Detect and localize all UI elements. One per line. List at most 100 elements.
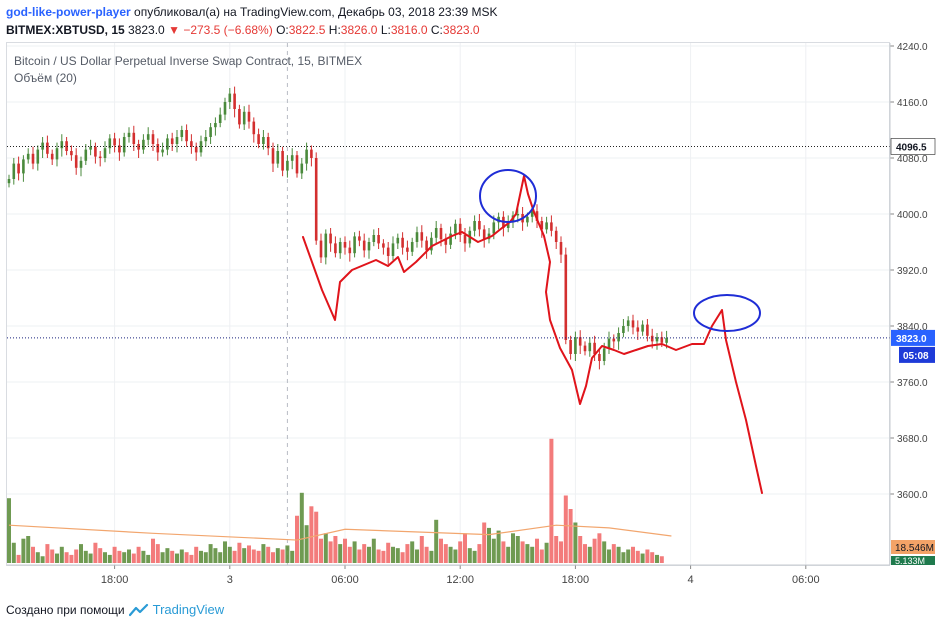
candle-body xyxy=(320,241,323,258)
candle-body xyxy=(565,255,568,340)
volume-bar xyxy=(401,552,405,563)
volume-bar xyxy=(449,547,453,563)
volume-bar xyxy=(420,536,424,563)
candle xyxy=(257,129,260,149)
candle-body xyxy=(368,242,371,250)
candle xyxy=(171,133,174,151)
volume-bar xyxy=(631,547,635,563)
volume-bar xyxy=(434,520,438,563)
candle xyxy=(99,151,102,166)
candle-body xyxy=(262,137,265,144)
candle-body xyxy=(80,161,83,168)
candle-body xyxy=(37,150,40,164)
price-chart[interactable]: 4096.53823.005:0818.546M5.133M 4240.0416… xyxy=(0,0,944,600)
volume-bar xyxy=(242,548,246,563)
candle xyxy=(310,145,313,166)
candle xyxy=(392,236,395,260)
candle-body xyxy=(27,154,30,160)
candle-body xyxy=(195,147,198,153)
volume-bar xyxy=(228,547,232,563)
candle-body xyxy=(478,221,481,229)
candle xyxy=(94,143,97,164)
candle-body xyxy=(51,154,54,160)
candle-body xyxy=(483,229,486,239)
volume-bar xyxy=(7,498,11,563)
candle xyxy=(598,350,601,370)
candle xyxy=(617,327,620,349)
candle xyxy=(224,98,227,120)
candle-body xyxy=(387,248,390,256)
volume-bar xyxy=(482,523,486,564)
volume-bar xyxy=(117,551,121,563)
candle xyxy=(205,130,208,147)
candle-body xyxy=(152,134,155,144)
volume-bar xyxy=(309,506,313,563)
candle xyxy=(622,319,625,337)
volume-bar xyxy=(357,550,361,564)
volume-bar xyxy=(650,552,654,563)
candle xyxy=(190,134,193,154)
volume-bar xyxy=(348,547,352,563)
volume-bar xyxy=(381,551,385,563)
candle-body xyxy=(560,242,563,255)
candle xyxy=(382,239,385,254)
volume-bar xyxy=(612,544,616,563)
candle-body xyxy=(99,157,102,158)
volume-bar xyxy=(655,555,659,563)
volume-bar xyxy=(602,541,606,563)
candle-body xyxy=(373,235,376,242)
candle-body xyxy=(473,221,476,231)
candle xyxy=(214,117,217,135)
candle xyxy=(387,242,390,264)
volume-bar xyxy=(487,528,491,563)
candle xyxy=(555,227,558,249)
volume-bar xyxy=(554,536,558,563)
volume-bar xyxy=(501,541,505,563)
candle-body xyxy=(89,147,92,150)
candle xyxy=(349,241,352,262)
candle xyxy=(435,221,438,243)
price-badge-label: 4096.5 xyxy=(896,142,927,153)
candle-body xyxy=(22,159,25,173)
volume-bar xyxy=(257,551,261,563)
candle-body xyxy=(435,228,438,238)
candle-body xyxy=(627,320,630,326)
candle-body xyxy=(128,133,131,137)
candle-body xyxy=(550,222,553,230)
candle xyxy=(104,141,107,162)
y-tick-label: 3760.0 xyxy=(897,378,928,389)
candle xyxy=(473,215,476,236)
candle-body xyxy=(454,224,457,234)
candle xyxy=(401,232,404,254)
candle xyxy=(286,155,289,177)
candle-body xyxy=(651,336,654,342)
candle-body xyxy=(608,339,611,349)
volume-bar xyxy=(223,541,227,563)
candle-body xyxy=(555,231,558,242)
volume-bar xyxy=(41,556,45,563)
candle xyxy=(565,248,568,345)
volume-bar xyxy=(617,547,621,563)
volume-bar xyxy=(98,548,102,563)
candle-body xyxy=(70,151,73,155)
volume-bar xyxy=(588,547,592,563)
y-tick-label: 3920.0 xyxy=(897,266,928,277)
candle-body xyxy=(493,222,496,233)
candle xyxy=(483,225,486,247)
candle xyxy=(181,126,184,141)
tradingview-brand[interactable]: TradingView xyxy=(153,602,225,617)
candle-body xyxy=(526,217,529,223)
y-tick-label: 4000.0 xyxy=(897,210,928,221)
candle-body xyxy=(200,141,203,152)
volume-bar xyxy=(593,539,597,563)
candle xyxy=(152,130,155,151)
candle xyxy=(579,330,582,354)
candle-body xyxy=(32,154,35,164)
candle-body xyxy=(377,235,380,243)
candle-body xyxy=(584,346,587,352)
candle xyxy=(27,148,30,163)
candle-body xyxy=(353,236,356,253)
candle xyxy=(13,158,16,185)
volume-bar xyxy=(74,550,78,564)
candle-body xyxy=(411,242,414,252)
